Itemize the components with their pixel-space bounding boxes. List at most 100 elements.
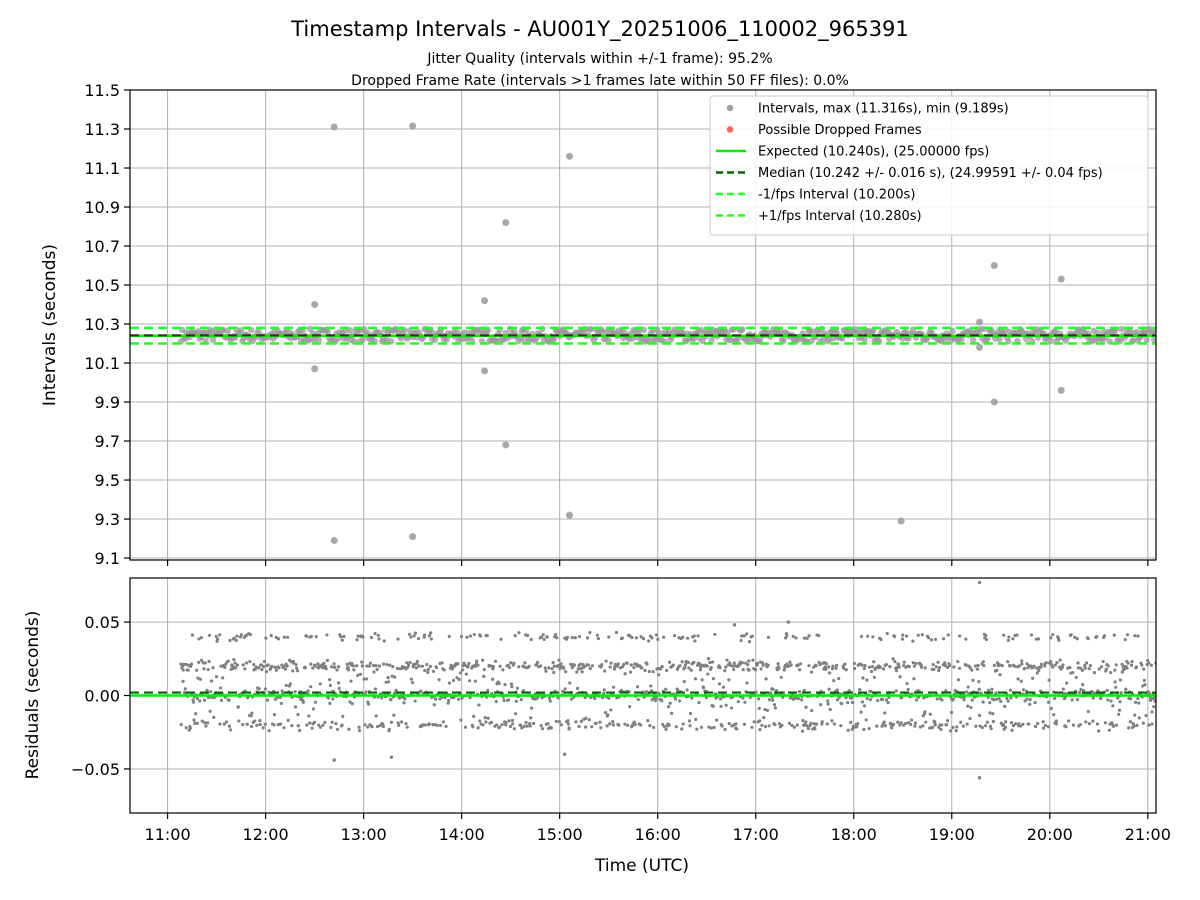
residual-point	[889, 726, 894, 730]
residual-point	[651, 670, 655, 674]
residual-point	[274, 668, 278, 672]
x-tick-label: 16:00	[635, 825, 681, 844]
residual-point	[309, 634, 313, 639]
residual-point	[998, 673, 1002, 677]
residual-point	[467, 661, 471, 665]
residual-point	[522, 724, 526, 728]
residual-point	[593, 696, 597, 701]
residual-point	[409, 635, 413, 639]
residual-point	[179, 723, 183, 727]
residual-point	[853, 666, 857, 671]
residual-point	[545, 635, 549, 639]
residual-point	[508, 666, 512, 670]
residual-point	[1014, 722, 1018, 726]
residual-point	[830, 667, 834, 671]
residual-point	[660, 664, 664, 669]
residual-point	[336, 681, 341, 685]
residual-point	[522, 665, 526, 669]
residual-point	[280, 689, 284, 693]
residual-point	[875, 724, 879, 728]
residual-point	[733, 664, 737, 668]
residual-point	[468, 696, 472, 700]
residual-point	[788, 660, 792, 664]
residual-point	[340, 638, 344, 642]
residual-point	[832, 722, 836, 726]
residual-point	[324, 667, 328, 671]
residual-point	[897, 662, 901, 667]
residual-point	[1043, 723, 1048, 728]
residual-point	[628, 670, 633, 674]
interval-point	[861, 336, 868, 343]
residual-point	[914, 698, 919, 702]
residual-point	[230, 664, 234, 668]
residual-point	[1140, 663, 1144, 667]
residual-point	[435, 723, 439, 727]
residual-point	[509, 661, 513, 665]
residual-point	[640, 666, 644, 670]
outlier-point	[330, 536, 338, 544]
residual-point	[611, 723, 616, 727]
residual-point	[294, 662, 298, 667]
residual-outlier	[389, 755, 394, 759]
residual-point	[1099, 665, 1104, 669]
residual-point	[1006, 699, 1010, 703]
residual-point	[1048, 659, 1053, 664]
residual-point	[517, 631, 521, 635]
residual-point	[1032, 664, 1036, 668]
residual-point	[308, 721, 312, 725]
residual-point	[1134, 700, 1138, 704]
residual-point	[837, 677, 841, 681]
residual-point	[1051, 633, 1055, 637]
residual-point	[360, 660, 364, 664]
intervals-panel: 9.1 9.3 9.5 9.7 9.9 10.1 10.3 10.5 10.7 10.9 11.1 1…	[84, 81, 1157, 568]
residual-point	[511, 722, 515, 726]
residual-point	[633, 722, 637, 727]
residual-outlier	[562, 752, 567, 756]
y-tick-label: 10.1	[84, 354, 120, 373]
residual-point	[563, 687, 567, 691]
residual-point	[602, 688, 606, 692]
outlier-point	[976, 343, 984, 351]
residual-point	[181, 668, 185, 672]
residual-point	[310, 726, 314, 730]
residual-point	[747, 659, 751, 663]
residual-point	[1025, 662, 1029, 666]
residual-point	[499, 637, 503, 641]
residual-point	[386, 680, 391, 684]
residual-point	[732, 667, 736, 672]
residual-point	[198, 677, 202, 681]
residual-point	[237, 719, 241, 723]
residual-point	[437, 678, 441, 682]
residual-point	[1142, 678, 1146, 682]
residual-point	[396, 721, 400, 725]
interval-point	[1133, 328, 1140, 336]
residual-point	[681, 722, 685, 726]
residual-point	[1102, 634, 1107, 638]
residual-point	[686, 660, 690, 665]
residual-point	[575, 691, 579, 695]
residual-point	[590, 725, 594, 729]
residual-point	[723, 727, 727, 732]
residual-point	[860, 663, 864, 667]
residual-point	[286, 718, 290, 723]
residual-point	[525, 724, 529, 728]
residual-point	[295, 669, 300, 673]
residual-point	[943, 664, 947, 668]
residual-point	[1117, 708, 1122, 712]
residual-point	[1136, 634, 1140, 638]
residual-point	[639, 723, 643, 727]
interval-point	[1047, 337, 1055, 345]
residual-point	[525, 633, 530, 638]
residual-point	[1086, 636, 1090, 641]
residual-point	[862, 666, 866, 671]
residual-point	[184, 662, 189, 667]
residual-point	[598, 720, 602, 724]
residual-point	[696, 634, 700, 638]
residual-point	[1065, 681, 1069, 685]
residual-point	[758, 728, 762, 732]
residual-point	[363, 723, 367, 727]
residual-point	[406, 663, 411, 667]
residual-point	[1018, 724, 1023, 728]
residual-point	[1071, 671, 1075, 675]
residual-point	[265, 698, 270, 702]
